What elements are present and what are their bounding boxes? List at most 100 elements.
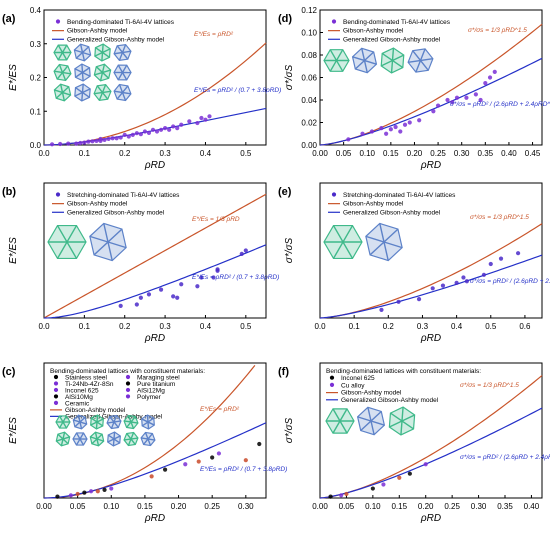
data-point bbox=[58, 141, 63, 147]
data-point bbox=[171, 124, 176, 129]
x-tick-label: 0.5 bbox=[485, 322, 497, 331]
data-point bbox=[196, 459, 201, 464]
x-axis-label: ρRD bbox=[144, 513, 165, 524]
data-point bbox=[134, 302, 139, 307]
lattice-strut bbox=[74, 68, 91, 77]
data-point bbox=[175, 126, 180, 131]
x-tick-label: 0.20 bbox=[418, 502, 434, 511]
data-point bbox=[106, 136, 111, 142]
lattice-strut bbox=[117, 64, 128, 81]
data-point bbox=[175, 295, 180, 300]
y-axis-label: σ*/σS bbox=[284, 64, 295, 90]
data-point bbox=[360, 131, 365, 136]
x-tick-label: 0.30 bbox=[454, 149, 470, 158]
lattice-strut bbox=[58, 415, 68, 429]
data-point bbox=[454, 95, 460, 100]
lattice-strut bbox=[90, 418, 104, 426]
x-axis-label: ρRD bbox=[144, 160, 165, 171]
data-point bbox=[199, 275, 204, 280]
data-point bbox=[381, 482, 386, 487]
legend-marker bbox=[125, 374, 131, 380]
x-tick-label: 0.3 bbox=[160, 322, 172, 331]
data-point bbox=[379, 307, 384, 312]
model-equation: σ*/σs = ρRD² / (2.6ρRD + 2.4ρRD^0.5) bbox=[470, 278, 550, 285]
data-point bbox=[243, 248, 248, 253]
chart-panel-f: 0.00 0.05 0.10 0.15 0.20 0.25 0.30 0.35 0.40 ρRD σ… bbox=[278, 362, 550, 524]
x-tick-label: 0.05 bbox=[336, 149, 352, 158]
lattice-strut bbox=[94, 48, 111, 57]
data-point bbox=[464, 279, 469, 284]
chart-panel-e: 0.0 0.1 0.2 0.3 0.4 0.5 0.6 ρRD σ*/σS (e) Stretchi… bbox=[278, 182, 550, 344]
data-point bbox=[407, 120, 412, 125]
chart-panel-b: 0.0 0.1 0.2 0.3 0.4 0.5 ρRD E*/ES (b) Stretching-… bbox=[2, 182, 279, 344]
legend-marker bbox=[331, 192, 337, 197]
legend-entry: Stainless steel bbox=[65, 374, 107, 381]
data-point bbox=[82, 140, 87, 145]
data-point bbox=[483, 81, 488, 86]
data-point bbox=[215, 267, 220, 272]
data-point bbox=[445, 97, 450, 103]
legend-entry: Generalized Gibson-Ashby model bbox=[343, 36, 441, 43]
lattice-strut bbox=[74, 416, 86, 428]
data-point bbox=[478, 97, 483, 103]
legend-entry: Cu alloy bbox=[341, 382, 365, 389]
x-tick-label: 0.10 bbox=[103, 502, 119, 511]
legend-entry: Stretching-dominated Ti-6Al-4V lattices bbox=[67, 192, 180, 199]
data-point bbox=[138, 295, 143, 300]
x-tick-label: 0.45 bbox=[525, 149, 541, 158]
x-tick-label: 0.15 bbox=[391, 502, 407, 511]
x-axis-label: ρRD bbox=[144, 333, 165, 344]
legend-entry: AlSi12Mg bbox=[137, 387, 165, 394]
x-tick-label: 0.00 bbox=[312, 502, 328, 511]
y-tick-label: 0.12 bbox=[301, 6, 317, 15]
data-point bbox=[179, 122, 184, 127]
x-tick-label: 0.5 bbox=[240, 149, 252, 158]
legend-entry: Gibson-Ashby model bbox=[67, 201, 128, 208]
x-tick-label: 0.2 bbox=[383, 322, 395, 331]
lattice-strut bbox=[113, 50, 132, 55]
lattice-strut bbox=[106, 420, 122, 424]
lattice-strut bbox=[380, 54, 405, 67]
x-tick-label: 0.4 bbox=[451, 322, 463, 331]
legend-entry: Stretching-dominated Ti-6Al-4V lattices bbox=[343, 192, 456, 199]
legend-entry: Polymer bbox=[137, 394, 162, 401]
x-tick-label: 0.25 bbox=[430, 149, 446, 158]
legend-entry: Generalized Gibson-Ashby model bbox=[67, 209, 165, 216]
panel-label: (e) bbox=[278, 186, 292, 198]
data-point bbox=[384, 131, 389, 136]
lattice-strut bbox=[332, 408, 348, 434]
lattice-strut bbox=[141, 418, 155, 426]
data-point bbox=[98, 136, 103, 142]
data-point bbox=[162, 467, 168, 472]
plot-frame bbox=[319, 182, 543, 319]
data-point bbox=[481, 272, 487, 277]
data-point bbox=[488, 261, 493, 267]
chart-panel-a: 0.0 0.1 0.2 0.3 0.4 0.5 0.0 0.1 0.2 0.3 0.4 ρRD E*/E… bbox=[2, 6, 281, 171]
y-tick-label: 0.04 bbox=[301, 96, 317, 105]
data-point bbox=[167, 127, 172, 132]
data-point bbox=[243, 458, 248, 463]
x-tick-label: 0.0 bbox=[314, 322, 326, 331]
y-tick-label: 0.08 bbox=[301, 51, 317, 60]
model-curve-generalized bbox=[319, 57, 543, 146]
data-point bbox=[109, 486, 114, 491]
lattice-strut bbox=[112, 431, 116, 447]
x-tick-label: 0.35 bbox=[497, 502, 513, 511]
y-axis-label: σ*/σS bbox=[284, 237, 295, 263]
model-equation: σ*/σs = ρRD² / (2.6ρRD + 2.4ρRD^0.5) bbox=[460, 454, 550, 461]
lattice-strut bbox=[57, 44, 68, 61]
y-axis-label: σ*/σS bbox=[284, 417, 295, 443]
lattice-strut bbox=[369, 228, 399, 256]
data-point bbox=[102, 137, 107, 143]
data-point bbox=[154, 129, 160, 134]
lattice-strut bbox=[389, 414, 415, 428]
legend-marker bbox=[125, 387, 131, 393]
data-point bbox=[207, 114, 212, 119]
legend-marker bbox=[55, 192, 61, 197]
data-point bbox=[82, 490, 87, 495]
y-tick-label: 0.2 bbox=[30, 74, 42, 83]
legend-entry: Gibson-Ashby model bbox=[343, 201, 404, 208]
legend-entry: Generalized Gibson-Ashby model bbox=[341, 397, 439, 404]
data-point bbox=[94, 138, 99, 144]
legend-entry: AlSi10Mg bbox=[65, 394, 93, 401]
